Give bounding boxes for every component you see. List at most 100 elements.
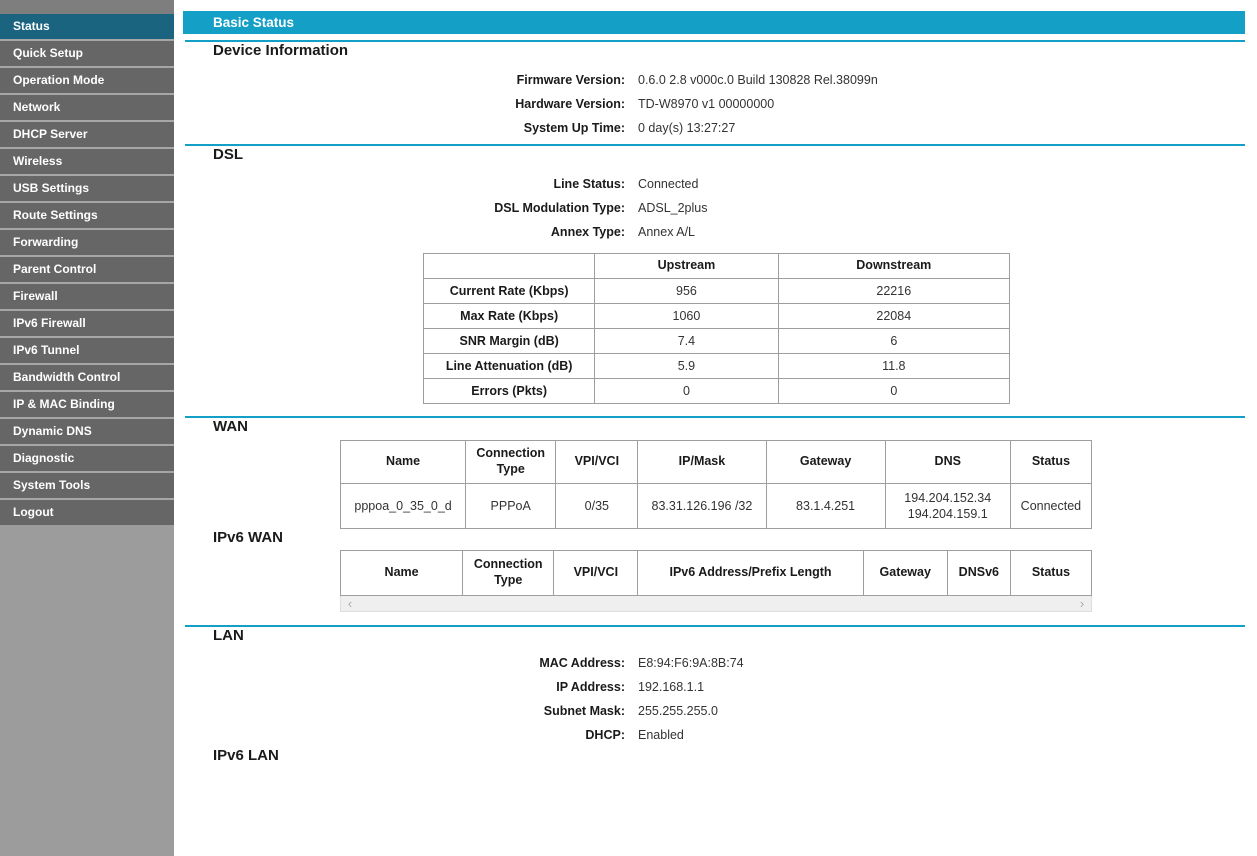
dsl-modulation-label: DSL Modulation Type: — [494, 201, 625, 215]
sidebar-item-dhcp-server[interactable]: DHCP Server — [0, 122, 174, 147]
annex-type-label: Annex Type: — [550, 225, 625, 239]
ipv6-wan-gateway-header: Gateway — [862, 550, 948, 596]
wan-status-header: Status — [1009, 440, 1093, 484]
wan-dns-value: 194.204.152.34 194.204.159.1 — [884, 483, 1011, 529]
ipv6-wan-status-header: Status — [1009, 550, 1093, 596]
section-divider — [185, 40, 1245, 42]
dhcp-label: DHCP: — [585, 728, 625, 742]
dsl-modulation-row: DSL Modulation Type: ADSL_2plus — [183, 196, 1245, 220]
section-divider — [185, 416, 1245, 418]
line-status-row: Line Status: Connected — [183, 172, 1245, 196]
line-attenuation-upstream: 5.9 — [594, 353, 779, 379]
ip-address-value: 192.168.1.1 — [638, 680, 705, 694]
max-rate-downstream: 22084 — [777, 303, 1011, 329]
sidebar-item-ipv6-firewall[interactable]: IPv6 Firewall — [0, 311, 174, 336]
sidebar: Status Quick Setup Operation Mode Networ… — [0, 0, 174, 856]
sidebar-menu: Status Quick Setup Operation Mode Networ… — [0, 14, 174, 525]
line-attenuation-label: Line Attenuation (dB) — [422, 353, 596, 379]
ipv6-wan-vpi-vci-header: VPI/VCI — [553, 550, 639, 596]
wan-gateway-value: 83.1.4.251 — [765, 483, 886, 529]
scroll-left-icon[interactable]: ‹ — [347, 596, 353, 611]
firmware-version-value: 0.6.0 2.8 v000c.0 Build 130828 Rel.38099… — [638, 73, 878, 87]
line-status-value: Connected — [638, 177, 699, 191]
annex-type-value: Annex A/L — [638, 225, 695, 239]
device-information-heading: Device Information — [213, 42, 349, 59]
errors-label: Errors (Pkts) — [422, 378, 596, 404]
firmware-version-label: Firmware Version: — [516, 73, 625, 87]
hardware-version-value: TD-W8970 v1 00000000 — [638, 97, 775, 111]
sidebar-item-usb-settings[interactable]: USB Settings — [0, 176, 174, 201]
sidebar-item-status[interactable]: Status — [0, 14, 174, 39]
wan-ip-mask-header: IP/Mask — [637, 440, 767, 484]
system-up-time-label: System Up Time: — [523, 121, 625, 135]
dsl-downstream-header: Downstream — [777, 253, 1011, 279]
max-rate-label: Max Rate (Kbps) — [422, 303, 596, 329]
table-row: SNR Margin (dB) 7.4 6 — [422, 328, 1011, 354]
ip-address-row: IP Address: 192.168.1.1 — [183, 675, 1245, 699]
section-divider — [185, 144, 1245, 146]
wan-name-value: pppoa_0_35_0_d — [339, 483, 467, 529]
mac-address-row: MAC Address: E8:94:F6:9A:8B:74 — [183, 651, 1245, 675]
wan-dns-line1: 194.204.152.34 — [904, 490, 992, 505]
dhcp-value: Enabled — [638, 728, 684, 742]
sidebar-item-logout[interactable]: Logout — [0, 500, 174, 525]
scroll-right-icon[interactable]: › — [1079, 596, 1085, 611]
lan-heading: LAN — [213, 627, 244, 644]
dsl-corner-cell — [422, 253, 596, 279]
sidebar-item-forwarding[interactable]: Forwarding — [0, 230, 174, 255]
annex-type-row: Annex Type: Annex A/L — [183, 220, 1245, 244]
wan-vpi-vci-value: 0/35 — [555, 483, 639, 529]
ipv6-wan-heading: IPv6 WAN — [213, 529, 284, 546]
hardware-version-label: Hardware Version: — [515, 97, 625, 111]
wan-dns-line2: 194.204.159.1 — [907, 507, 988, 521]
dsl-fields: Line Status: Connected DSL Modulation Ty… — [183, 172, 1245, 244]
sidebar-item-dynamic-dns[interactable]: Dynamic DNS — [0, 419, 174, 444]
errors-downstream: 0 — [777, 378, 1011, 404]
dsl-stats-table: Upstream Downstream Current Rate (Kbps) … — [422, 253, 1011, 404]
system-up-time-row: System Up Time: 0 day(s) 13:27:27 — [183, 116, 1245, 140]
sidebar-item-ipv6-tunnel[interactable]: IPv6 Tunnel — [0, 338, 174, 363]
current-rate-upstream: 956 — [594, 278, 779, 304]
sidebar-item-bandwidth-control[interactable]: Bandwidth Control — [0, 365, 174, 390]
current-rate-label: Current Rate (Kbps) — [422, 278, 596, 304]
sidebar-item-quick-setup[interactable]: Quick Setup — [0, 41, 174, 66]
sidebar-item-diagnostic[interactable]: Diagnostic — [0, 446, 174, 471]
snr-margin-downstream: 6 — [777, 328, 1011, 354]
wan-gateway-header: Gateway — [765, 440, 886, 484]
sidebar-item-wireless[interactable]: Wireless — [0, 149, 174, 174]
ip-address-label: IP Address: — [556, 680, 625, 694]
subnet-mask-row: Subnet Mask: 255.255.255.0 — [183, 699, 1245, 723]
sidebar-item-parent-control[interactable]: Parent Control — [0, 257, 174, 282]
wan-status-value: Connected — [1009, 483, 1093, 529]
mac-address-label: MAC Address: — [539, 656, 625, 670]
firmware-version-row: Firmware Version: 0.6.0 2.8 v000c.0 Buil… — [183, 68, 1245, 92]
table-row: Max Rate (Kbps) 1060 22084 — [422, 303, 1011, 329]
wan-dns-header: DNS — [884, 440, 1011, 484]
sidebar-item-network[interactable]: Network — [0, 95, 174, 120]
line-status-label: Line Status: — [553, 177, 625, 191]
snr-margin-label: SNR Margin (dB) — [422, 328, 596, 354]
current-rate-downstream: 22216 — [777, 278, 1011, 304]
line-attenuation-downstream: 11.8 — [777, 353, 1011, 379]
table-row: pppoa_0_35_0_d PPPoA 0/35 83.31.126.196 … — [339, 483, 1093, 529]
main-content: Basic Status Device Information Firmware… — [183, 0, 1245, 765]
dsl-modulation-value: ADSL_2plus — [638, 201, 708, 215]
lan-fields: MAC Address: E8:94:F6:9A:8B:74 IP Addres… — [183, 651, 1245, 747]
sidebar-item-system-tools[interactable]: System Tools — [0, 473, 174, 498]
ipv6-wan-horizontal-scrollbar[interactable]: ‹ › — [340, 596, 1092, 612]
max-rate-upstream: 1060 — [594, 303, 779, 329]
ipv6-wan-table: Name Connection Type VPI/VCI IPv6 Addres… — [339, 550, 1093, 596]
hardware-version-row: Hardware Version: TD-W8970 v1 00000000 — [183, 92, 1245, 116]
sidebar-item-ip-mac-binding[interactable]: IP & MAC Binding — [0, 392, 174, 417]
mac-address-value: E8:94:F6:9A:8B:74 — [638, 656, 744, 670]
ipv6-wan-name-header: Name — [339, 550, 464, 596]
sidebar-item-operation-mode[interactable]: Operation Mode — [0, 68, 174, 93]
sidebar-item-firewall[interactable]: Firewall — [0, 284, 174, 309]
wan-table: Name Connection Type VPI/VCI IP/Mask Gat… — [339, 440, 1093, 529]
dsl-upstream-header: Upstream — [594, 253, 779, 279]
wan-connection-type-value: PPPoA — [465, 483, 557, 529]
ipv6-wan-dnsv6-header: DNSv6 — [946, 550, 1011, 596]
wan-connection-type-header: Connection Type — [465, 440, 557, 484]
sidebar-item-route-settings[interactable]: Route Settings — [0, 203, 174, 228]
device-information-fields: Firmware Version: 0.6.0 2.8 v000c.0 Buil… — [183, 68, 1245, 140]
